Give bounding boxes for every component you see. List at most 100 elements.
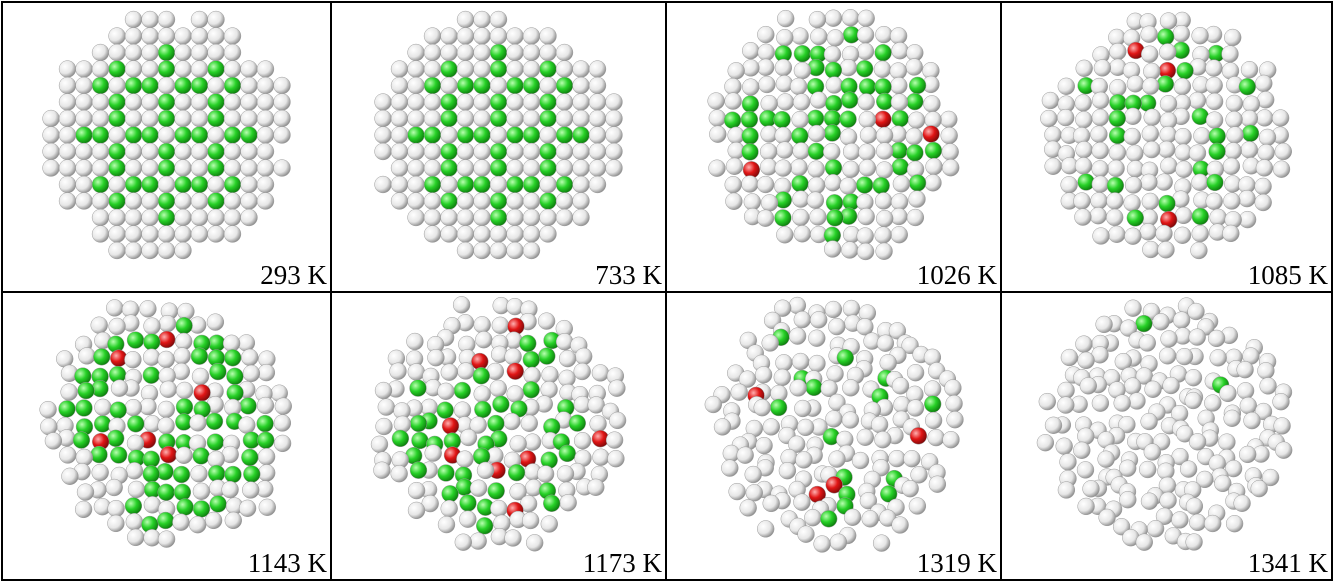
atom (889, 450, 906, 467)
atom (742, 96, 759, 113)
atom (61, 384, 78, 401)
atom (1255, 178, 1272, 195)
atom (823, 143, 840, 160)
atom (173, 514, 190, 531)
atom (142, 160, 159, 177)
atom (507, 160, 524, 177)
atom (125, 498, 142, 515)
atom (257, 110, 274, 127)
atom (424, 61, 441, 78)
atom (1153, 313, 1170, 330)
atom (589, 94, 606, 111)
atom (1124, 378, 1141, 395)
nanoparticle (1037, 298, 1292, 551)
atom (274, 435, 291, 452)
atom (609, 412, 626, 429)
atom (743, 60, 760, 77)
atom (408, 143, 425, 160)
atom (124, 351, 141, 368)
atom (824, 241, 841, 258)
atom (1076, 60, 1093, 77)
atom (490, 110, 507, 127)
atom (1056, 438, 1073, 455)
atom (1136, 534, 1153, 551)
atom (457, 110, 474, 127)
atom (158, 143, 175, 160)
temperature-label: 733 K (595, 260, 662, 290)
atom (507, 77, 524, 94)
atom (573, 209, 590, 226)
atom (1109, 79, 1126, 96)
atom (1125, 228, 1142, 245)
atom (391, 61, 408, 78)
atom (522, 512, 539, 529)
atom (175, 242, 192, 259)
atom (109, 77, 126, 94)
atom (441, 94, 458, 111)
atom (488, 415, 505, 432)
atom (92, 110, 109, 127)
atom (794, 45, 811, 62)
atom (76, 160, 93, 177)
atom (1108, 160, 1125, 177)
atom (587, 479, 604, 496)
atom (222, 481, 239, 498)
atom (945, 380, 962, 397)
atom (125, 226, 142, 243)
atom (540, 94, 557, 111)
atom (474, 61, 491, 78)
atom (158, 401, 175, 418)
atom (474, 386, 491, 403)
atom (241, 349, 258, 366)
atom (1109, 43, 1126, 60)
atom (880, 354, 897, 371)
atom (891, 226, 908, 243)
atom (757, 210, 774, 227)
atom (175, 127, 192, 144)
atom (1142, 241, 1159, 258)
atom (241, 193, 258, 210)
atom (158, 61, 175, 78)
atom (391, 193, 408, 210)
atom (794, 311, 811, 328)
atom (709, 126, 726, 143)
atom (1091, 126, 1108, 143)
atom (789, 328, 806, 345)
atom (175, 28, 192, 45)
temperature-label: 1143 K (248, 548, 328, 578)
atom (125, 11, 142, 28)
atom (1145, 381, 1162, 398)
atom (457, 160, 474, 177)
atom (859, 78, 876, 95)
atom (1275, 143, 1292, 160)
atom (729, 483, 746, 500)
atom (875, 111, 892, 128)
atom (1273, 393, 1290, 410)
atom (441, 226, 458, 243)
atom (1092, 161, 1109, 178)
atom (1156, 225, 1173, 242)
atom (191, 11, 208, 28)
atom (523, 143, 540, 160)
atom (1124, 195, 1141, 212)
atom (224, 176, 241, 193)
atom (157, 512, 174, 529)
atom (175, 176, 192, 193)
atom (241, 176, 258, 193)
atom (589, 61, 606, 78)
atom (441, 44, 458, 61)
atom (488, 483, 505, 500)
atom (490, 242, 507, 259)
atom (142, 28, 159, 45)
atom (523, 242, 540, 259)
atom (589, 160, 606, 177)
nanoparticle (40, 300, 292, 548)
atom (425, 445, 442, 462)
atom (824, 46, 841, 63)
atom (454, 402, 471, 419)
atom (126, 462, 143, 479)
atom (1157, 76, 1174, 93)
atom (892, 42, 909, 59)
atom (125, 61, 142, 78)
atom (1136, 315, 1153, 332)
